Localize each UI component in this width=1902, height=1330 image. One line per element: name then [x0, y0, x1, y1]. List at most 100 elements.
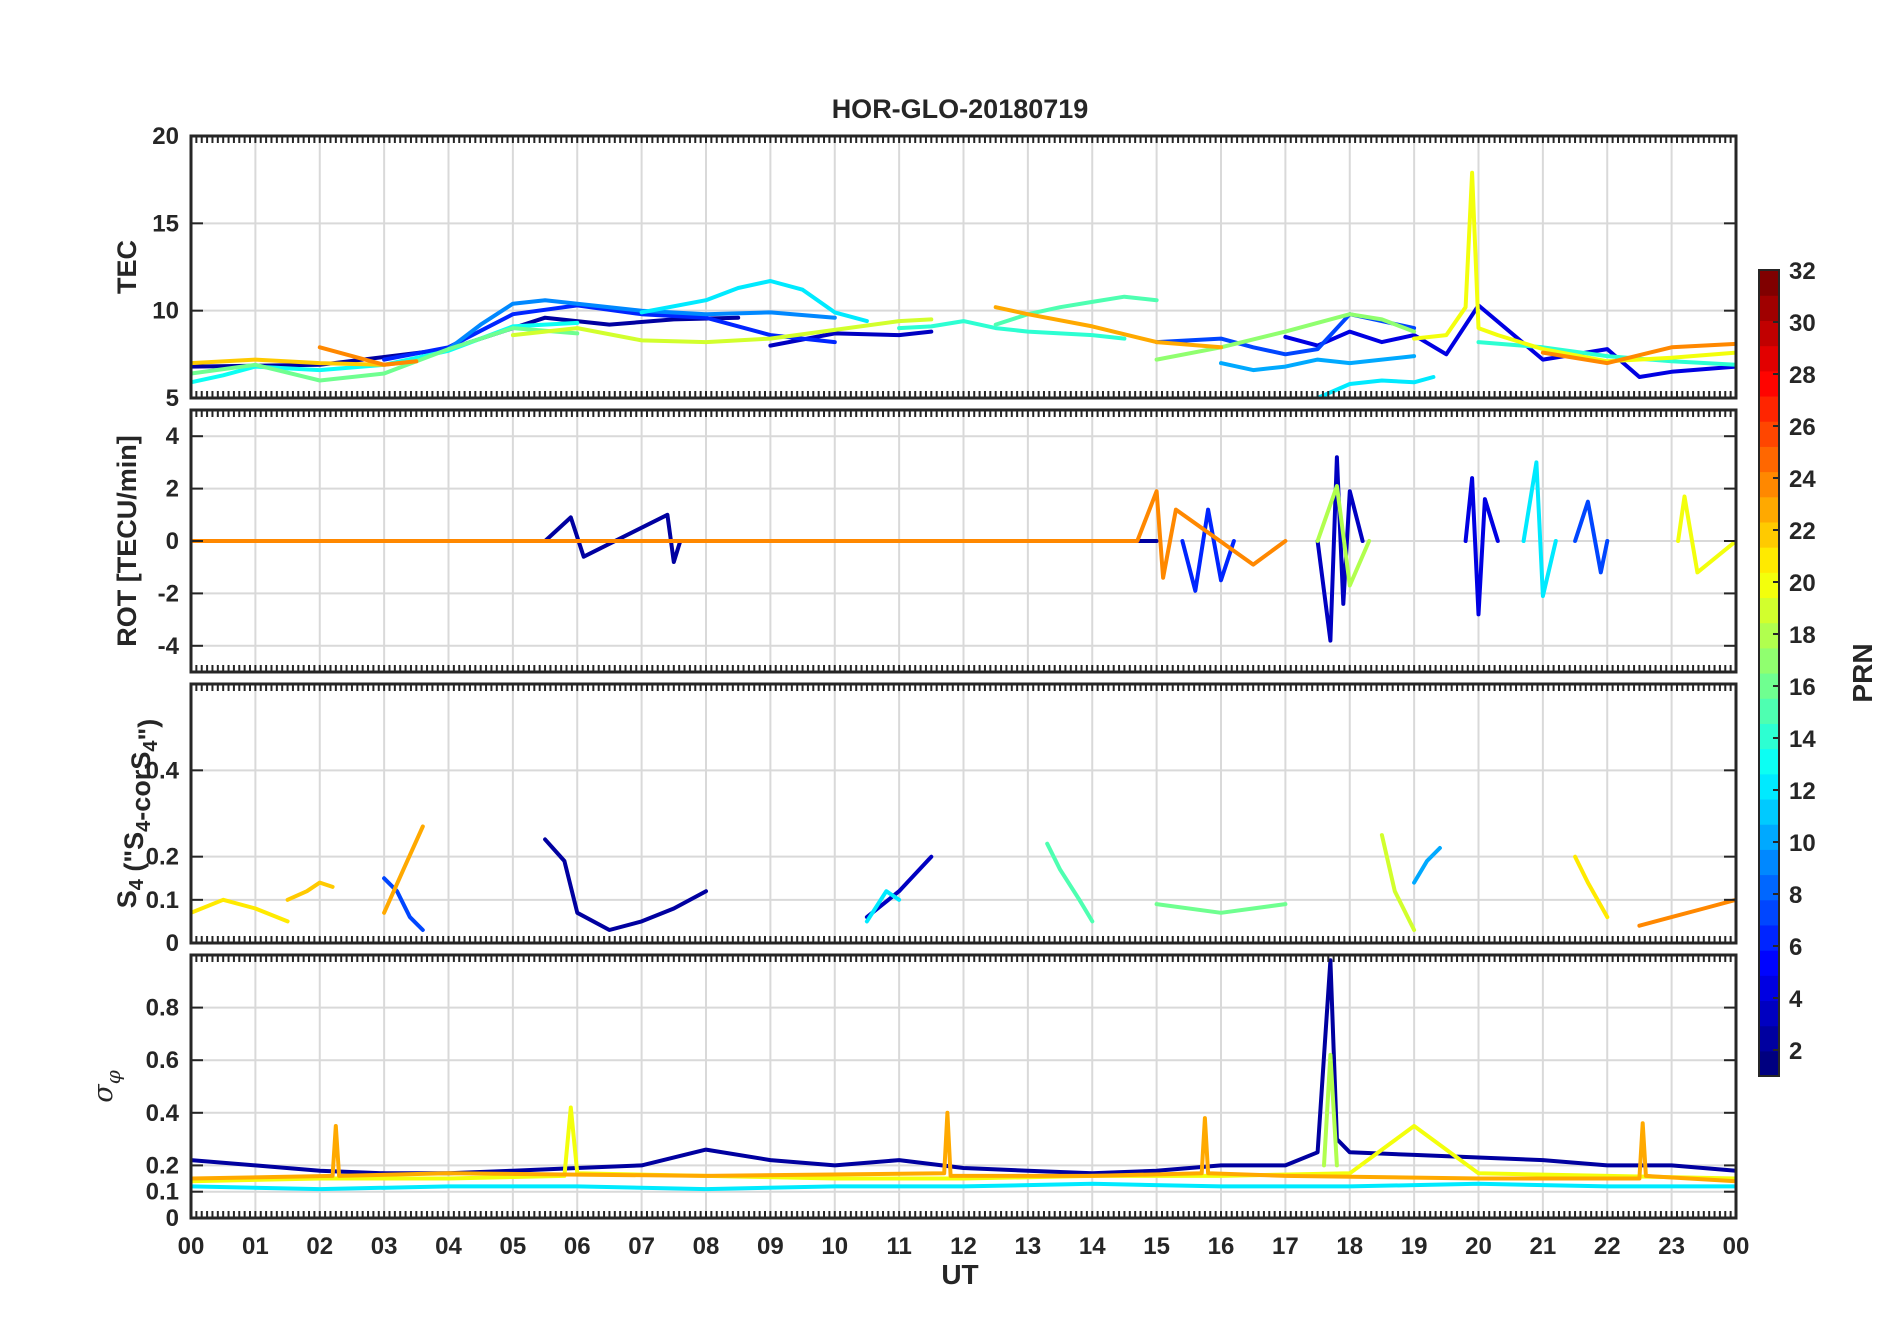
s4-y-tick-label: 0 — [166, 930, 179, 957]
colorbar-segment — [1759, 849, 1779, 876]
s4-y-axis-label: S4 ("S4-corS4") — [112, 719, 163, 909]
tec-series-prn-16 — [191, 326, 580, 383]
x-tick-label: 21 — [1530, 1233, 1557, 1260]
s4-series-group — [191, 824, 1736, 932]
colorbar-tick-label: 10 — [1789, 830, 1816, 857]
sigma_phi-series-prn-23 — [191, 1110, 1736, 1184]
figure-title: HOR-GLO-20180719 — [832, 94, 1089, 124]
tec-y-tick-label: 10 — [152, 298, 179, 325]
colorbar-segment — [1759, 471, 1779, 498]
rot-series-group — [191, 455, 1736, 643]
x-tick-label: 08 — [693, 1233, 720, 1260]
tec-series-prn-10 — [1219, 354, 1417, 373]
tec-series-prn-12 — [639, 279, 869, 324]
x-tick-label: 13 — [1015, 1233, 1042, 1260]
tec-series-prn-4 — [1283, 303, 1736, 379]
tec-series-prn-20 — [1412, 170, 1736, 364]
colorbar-tick-label: 24 — [1789, 466, 1816, 493]
tec-series-prn-14 — [897, 319, 1127, 341]
x-tick-label: 14 — [1079, 1233, 1106, 1260]
x-tick-label: 04 — [435, 1233, 462, 1260]
rot-series-prn-24 — [191, 489, 1288, 580]
colorbar-segment — [1759, 496, 1779, 523]
colorbar-segment — [1759, 521, 1779, 548]
sigma_phi-y-tick-label: 0.8 — [146, 995, 179, 1022]
colorbar-segment — [1759, 748, 1779, 775]
x-tick-label: 15 — [1143, 1233, 1170, 1260]
colorbar-segment — [1759, 547, 1779, 573]
x-tick-label: 03 — [371, 1233, 398, 1260]
colorbar-segment — [1759, 1000, 1779, 1027]
sigma_phi-y-tick-label: 0 — [166, 1205, 179, 1232]
colorbar-segment — [1759, 446, 1779, 473]
rot-y-axis-label: ROT [TECU/min] — [112, 435, 142, 646]
colorbar-segment — [1759, 395, 1779, 422]
rot-series-prn-6 — [1180, 507, 1236, 593]
x-tick-label: 02 — [306, 1233, 333, 1260]
x-tick-label: 00 — [178, 1233, 205, 1260]
rot-series-prn-2 — [191, 512, 1159, 564]
sigma_phi-y-tick-label: 0.6 — [146, 1047, 179, 1074]
colorbar-segment — [1759, 723, 1779, 750]
colorbar-tick-label: 12 — [1789, 778, 1816, 805]
rot-y-tick-label: 2 — [166, 476, 179, 503]
colorbar-frame — [1758, 269, 1780, 1077]
colorbar-tick-label: 32 — [1789, 258, 1816, 285]
colorbar-segment — [1759, 874, 1779, 901]
s4-series-prn-16 — [1154, 902, 1288, 915]
x-tick-label: 07 — [628, 1233, 655, 1260]
s4-series-prn-12 — [864, 889, 902, 924]
x-tick-label: 18 — [1336, 1233, 1363, 1260]
x-tick-label: 00 — [1723, 1233, 1750, 1260]
tec-y-tick-label: 5 — [166, 385, 179, 412]
colorbar-tick-label: 30 — [1789, 310, 1816, 337]
rot-series-prn-4 — [1463, 476, 1500, 617]
tec-series-prn-12b — [1315, 375, 1436, 398]
colorbar-tick-label: 20 — [1789, 570, 1816, 597]
s4-y-tick-label: 0.2 — [146, 844, 179, 871]
x-tick-label: 16 — [1208, 1233, 1235, 1260]
rot-series-prn-18 — [1315, 484, 1372, 588]
tec-series-prn-17 — [1154, 312, 1417, 362]
x-tick-label: 11 — [886, 1233, 911, 1260]
colorbar-tick-label: 2 — [1789, 1038, 1802, 1065]
sigma-phi-y-axis-label: σφ — [88, 1070, 125, 1102]
panel-rot: -4 -2 0 2 4 ROT [TECU/min] — [112, 408, 1738, 674]
colorbar-tick-label: 4 — [1789, 986, 1803, 1013]
x-tick-label: 20 — [1465, 1233, 1492, 1260]
rot-y-tick-label: 0 — [166, 528, 179, 555]
x-tick-label: 23 — [1658, 1233, 1685, 1260]
sigma_phi-y-tick-label: 0.2 — [146, 1152, 179, 1179]
colorbar-segment — [1759, 975, 1779, 1002]
tec-y-tick-label: 15 — [152, 210, 179, 237]
s4-series-prn-23 — [382, 824, 425, 915]
tec-y-tick-label: 20 — [152, 123, 179, 150]
sigma_phi-series-prn-18 — [1322, 1052, 1339, 1168]
s4-series-prn-22 — [285, 880, 335, 902]
colorbar-segment — [1759, 295, 1779, 321]
s4-series-prn-19 — [1379, 833, 1417, 932]
colorbar-segment — [1759, 673, 1779, 699]
s4-series-prn-3 — [864, 854, 934, 920]
x-tick-label: 17 — [1272, 1233, 1299, 1260]
s4-series-prn-15 — [1045, 841, 1095, 924]
colorbar-segment — [1759, 899, 1779, 926]
colorbar-segment — [1759, 345, 1779, 372]
tec-series-group — [191, 170, 1736, 398]
colorbar-segment — [1759, 270, 1779, 296]
tec-series-prn-9 — [446, 298, 837, 352]
colorbar-tick-label: 26 — [1789, 414, 1816, 441]
x-tick-label: 19 — [1401, 1233, 1428, 1260]
tec-series-prn-23 — [993, 305, 1223, 350]
rot-series-prn-20 — [1676, 494, 1736, 575]
x-axis-label: UT — [941, 1259, 978, 1290]
x-tick-label: 12 — [950, 1233, 977, 1260]
rot-series-prn-3 — [1315, 455, 1365, 643]
x-tick-label: 09 — [757, 1233, 784, 1260]
rot-y-tick-label: -4 — [158, 633, 180, 660]
panel-sigma_phi: 00.10.2 0.4 0.6 0.8 σφ 00 01 02 03 04 05 06 07 08 09 10… — [88, 953, 1750, 1260]
colorbar-segment — [1759, 622, 1779, 649]
